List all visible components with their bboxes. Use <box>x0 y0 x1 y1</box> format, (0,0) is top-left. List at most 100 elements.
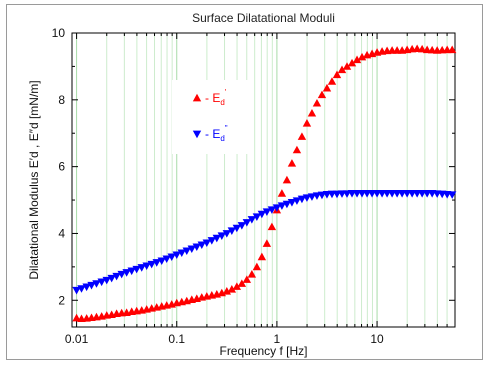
data-point-E-loss <box>212 234 222 243</box>
x-axis-label: Frequency f [Hz] <box>219 344 307 358</box>
data-point-E-storage <box>352 55 362 64</box>
data-point-E-loss <box>157 257 166 266</box>
data-point-E-storage <box>227 285 237 293</box>
data-point-E-storage <box>262 239 272 247</box>
legend: - Ed'- Ed" <box>172 80 248 154</box>
data-point-E-loss <box>217 232 227 240</box>
data-point-E-loss <box>202 239 211 248</box>
y-tick-label: 2 <box>58 293 65 307</box>
data-point-E-loss <box>107 274 116 283</box>
data-point-E-loss <box>72 286 81 295</box>
y-tick-label: 8 <box>58 93 65 107</box>
data-point-E-storage <box>242 275 252 283</box>
data-point-E-storage <box>312 98 322 107</box>
data-point-E-storage <box>237 279 247 287</box>
data-point-E-storage <box>222 287 232 295</box>
data-point-E-storage <box>447 45 457 54</box>
legend-marker-E-storage <box>192 93 202 102</box>
x-tick-label: 0.1 <box>168 332 185 346</box>
x-tick-label: 0.01 <box>65 332 89 346</box>
data-point-E-loss <box>162 255 171 264</box>
legend-marker-E-loss <box>192 130 202 139</box>
data-point-E-storage <box>347 58 357 67</box>
data-point-E-loss <box>187 245 196 254</box>
data-point-E-storage <box>292 145 302 154</box>
data-point-E-storage <box>257 252 267 261</box>
data-point-E-loss <box>167 253 176 262</box>
data-point-E-loss <box>257 210 267 219</box>
data-point-E-loss <box>122 269 131 277</box>
chart-title: Surface Dilatational Moduli <box>192 11 335 25</box>
data-point-E-storage <box>297 132 307 140</box>
x-tick-label: 1 <box>274 332 281 346</box>
data-point-E-loss <box>277 202 287 210</box>
data-point-E-storage <box>247 270 257 278</box>
data-point-E-storage <box>327 77 337 85</box>
data-point-E-loss <box>117 270 126 279</box>
data-point-E-loss <box>272 204 282 212</box>
data-point-E-storage <box>332 70 342 79</box>
data-point-E-storage <box>337 65 347 74</box>
data-point-E-loss <box>127 267 136 276</box>
data-point-E-loss <box>197 241 206 250</box>
data-point-E-loss <box>287 199 297 207</box>
y-tick-label: 6 <box>58 160 65 174</box>
data-point-E-storage <box>357 52 367 61</box>
y-tick-label: 10 <box>52 26 66 40</box>
data-point-E-loss <box>177 249 186 258</box>
data-point-E-storage <box>417 44 427 53</box>
data-point-E-storage <box>307 108 317 117</box>
data-point-E-storage <box>72 313 81 322</box>
data-point-E-loss <box>92 280 101 288</box>
data-point-E-loss <box>82 283 91 292</box>
data-point-E-storage <box>282 175 292 184</box>
data-point-E-loss <box>137 264 146 272</box>
data-point-E-loss <box>207 237 217 245</box>
data-point-E-storage <box>317 90 327 99</box>
marks-layer <box>72 44 457 323</box>
y-axis-label: Dilatational Modulus E′d , E″d [mN/m] <box>27 80 41 279</box>
data-point-E-loss <box>232 224 242 233</box>
data-point-E-loss <box>152 259 161 267</box>
figure-frame <box>6 4 483 360</box>
data-point-E-loss <box>312 192 322 200</box>
data-point-E-loss <box>252 213 262 221</box>
grid-layer <box>71 33 456 327</box>
data-point-E-loss <box>142 262 151 271</box>
data-point-E-storage <box>267 222 277 231</box>
data-point-E-loss <box>242 219 252 227</box>
data-point-E-loss <box>267 206 277 214</box>
data-point-E-loss <box>317 191 327 200</box>
data-point-E-loss <box>132 265 141 274</box>
data-point-E-loss <box>147 260 156 269</box>
data-point-E-loss <box>262 208 272 216</box>
data-point-E-storage <box>302 119 312 127</box>
data-point-E-loss <box>97 278 106 287</box>
legend-label: - Ed" <box>205 124 228 143</box>
data-point-E-storage <box>232 282 242 290</box>
data-point-E-loss <box>182 247 191 256</box>
data-point-E-loss <box>297 195 307 204</box>
data-point-E-loss <box>102 276 111 285</box>
plot-area-border <box>71 32 456 328</box>
data-point-E-loss <box>87 281 96 290</box>
data-point-E-loss <box>172 251 181 260</box>
data-point-E-loss <box>302 194 312 202</box>
data-point-E-loss <box>222 230 232 238</box>
data-point-E-loss <box>292 197 302 205</box>
ticks-layer: 0.01 0.1 1 10 2 4 6 8 10 <box>52 26 456 346</box>
data-point-E-loss <box>227 227 237 235</box>
x-tick-label: 10 <box>370 332 384 346</box>
data-point-E-storage <box>322 83 332 92</box>
data-point-E-storage <box>277 189 287 197</box>
data-point-E-loss <box>247 216 257 224</box>
data-point-E-loss <box>192 243 201 252</box>
data-point-E-loss <box>237 222 247 230</box>
data-point-E-loss <box>282 200 292 209</box>
data-point-E-loss <box>77 285 86 293</box>
y-tick-label: 4 <box>58 226 65 240</box>
data-point-E-loss <box>447 191 457 199</box>
data-point-E-storage <box>287 159 297 167</box>
data-point-E-loss <box>307 193 317 201</box>
